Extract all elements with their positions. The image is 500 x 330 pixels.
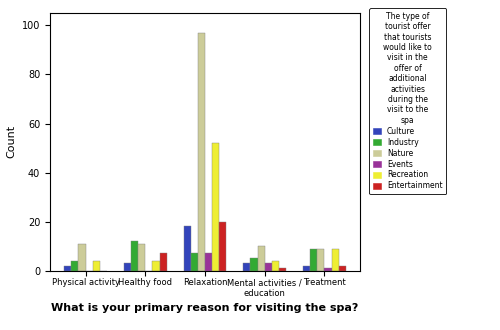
Bar xyxy=(131,241,138,271)
Bar xyxy=(317,248,324,271)
Bar xyxy=(198,33,205,271)
Bar xyxy=(205,253,212,271)
Bar xyxy=(64,266,72,271)
Bar xyxy=(264,263,272,271)
Bar xyxy=(152,261,160,271)
Bar xyxy=(78,244,86,271)
Bar xyxy=(72,261,78,271)
Bar xyxy=(184,226,190,271)
Bar xyxy=(220,221,226,271)
Bar xyxy=(303,266,310,271)
X-axis label: What is your primary reason for visiting the spa?: What is your primary reason for visiting… xyxy=(52,303,358,313)
Bar xyxy=(279,268,286,271)
Bar xyxy=(243,263,250,271)
Legend: Culture, Industry, Nature, Events, Recreation, Entertainment: Culture, Industry, Nature, Events, Recre… xyxy=(370,8,446,194)
Bar xyxy=(212,143,220,271)
Bar xyxy=(338,266,346,271)
Bar xyxy=(332,248,338,271)
Bar xyxy=(324,268,332,271)
Bar xyxy=(250,258,258,271)
Y-axis label: Count: Count xyxy=(6,125,16,158)
Bar xyxy=(160,253,167,271)
Bar xyxy=(258,246,264,271)
Bar xyxy=(124,263,131,271)
Bar xyxy=(190,253,198,271)
Bar xyxy=(310,248,317,271)
Bar xyxy=(138,244,145,271)
Bar xyxy=(272,261,279,271)
Bar xyxy=(93,261,100,271)
